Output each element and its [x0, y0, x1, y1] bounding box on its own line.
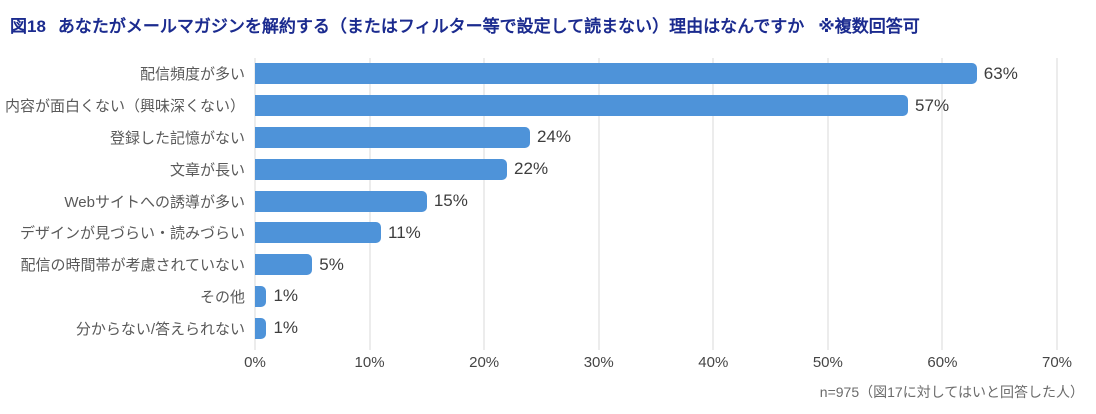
- bar: [255, 126, 530, 148]
- bar-row: 22%: [255, 153, 1057, 185]
- category-label: 分からない/答えられない: [75, 320, 245, 338]
- bar: [255, 285, 267, 307]
- x-tick-label: 60%: [927, 354, 958, 371]
- x-tick-label: 0%: [244, 354, 266, 371]
- x-tick-label: 20%: [469, 354, 500, 371]
- category-label: その他: [199, 288, 245, 306]
- category-label: 配信の時間帯が考慮されていない: [20, 257, 245, 275]
- category-label: 文章が長い: [169, 161, 245, 179]
- bar-value-label: 57%: [915, 95, 950, 115]
- category-label: デザインが見づらい・読みづらい: [19, 225, 245, 243]
- gridline: [827, 58, 829, 350]
- category-label: Webサイトへの誘導が多い: [64, 193, 245, 211]
- bar-row: 63%: [255, 58, 1057, 90]
- bar-value-label: 1%: [273, 286, 299, 306]
- gridline: [941, 58, 943, 350]
- figure-number-label: 図18: [10, 17, 46, 36]
- bar: [255, 190, 427, 212]
- bar-row: 11%: [255, 217, 1057, 249]
- x-tick-label: 50%: [812, 354, 843, 371]
- chart-title: 図18 あなたがメールマガジンを解約する（またはフィルター等で設定して読まない）…: [0, 0, 1096, 37]
- category-labels: 配信頻度が多い内容が面白くない（興味深くない） 登録した記憶がない文章が長い Web…: [0, 58, 255, 344]
- bar-row: 5%: [255, 249, 1057, 281]
- bar-value-label: 24%: [536, 127, 571, 147]
- bar: [255, 317, 267, 339]
- bars-area: 63% 57% 24% 22% 15% 11% 5% 1% 1%: [255, 58, 1057, 344]
- sample-size-note: n=975（図17に対してはいと回答した人）: [819, 384, 1084, 400]
- bar: [255, 254, 313, 276]
- bar-row: 24%: [255, 122, 1057, 154]
- x-axis: 0% 10% 20% 30% 40% 50% 60% 70%: [244, 344, 1072, 374]
- bar: [255, 158, 508, 180]
- bar-row: 57%: [255, 90, 1057, 122]
- bar-value-label: 5%: [319, 254, 344, 274]
- category-label: 配信頻度が多い: [139, 66, 245, 84]
- bar-row: 1%: [255, 280, 1057, 312]
- x-tick-label: 40%: [698, 354, 729, 371]
- gridline: [712, 58, 714, 350]
- bar-row: 15%: [255, 185, 1057, 217]
- bar: [255, 63, 977, 85]
- category-label: 内容が面白くない（興味深くない）: [4, 98, 245, 116]
- bar: [255, 95, 909, 117]
- gridline: [598, 58, 600, 350]
- category-label: 登録した記憶がない: [109, 129, 245, 147]
- bar-row: 1%: [255, 312, 1057, 344]
- gridline: [483, 58, 485, 350]
- gridline: [1056, 58, 1058, 350]
- bar: [255, 222, 382, 244]
- x-tick-label: 30%: [583, 354, 614, 371]
- x-tick-label: 70%: [1041, 354, 1073, 371]
- plot-area: 63% 57% 24% 22% 15% 11% 5% 1% 1%: [254, 58, 1058, 350]
- bar-value-label: 63%: [983, 63, 1018, 83]
- bar-value-label: 11%: [388, 222, 421, 242]
- bar-value-label: 22%: [514, 159, 549, 179]
- x-tick-label: 10%: [354, 354, 385, 371]
- bar-value-label: 1%: [273, 318, 299, 338]
- multiple-answer-note: ※複数回答可: [818, 17, 920, 36]
- bar-value-label: 15%: [433, 191, 468, 211]
- chart-title-text: あなたがメールマガジンを解約する（またはフィルター等で設定して読まない）理由はな…: [57, 17, 805, 36]
- bar-chart: 配信頻度が多い内容が面白くない（興味深くない） 登録した記憶がない文章が長い Web…: [0, 58, 1072, 374]
